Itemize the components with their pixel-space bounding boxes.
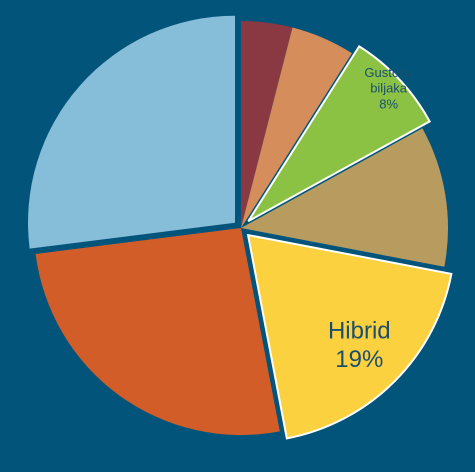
pie-slice: [241, 27, 352, 229]
pie-slice: [247, 44, 432, 223]
slice-label-line: biljaka: [370, 81, 408, 96]
slice-label: Hibrid: [328, 317, 391, 344]
slice-label-line: Gustoća: [364, 65, 413, 80]
pie-slice: [246, 233, 453, 440]
slice-value-label: 8%: [379, 96, 398, 111]
slice-label: Gustoća biljaka: [364, 65, 413, 96]
pie-slice: [241, 21, 293, 228]
pie-slice: [241, 128, 449, 267]
slice-value-label: 19%: [335, 346, 383, 373]
pie-slice: [35, 228, 280, 435]
pie-slice: [27, 15, 235, 249]
